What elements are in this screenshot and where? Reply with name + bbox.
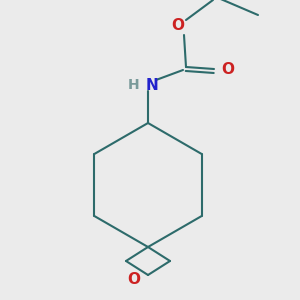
- Text: O: O: [221, 61, 235, 76]
- Text: H: H: [128, 78, 140, 92]
- Text: O: O: [128, 272, 140, 286]
- Text: N: N: [146, 77, 158, 92]
- Text: O: O: [172, 17, 184, 32]
